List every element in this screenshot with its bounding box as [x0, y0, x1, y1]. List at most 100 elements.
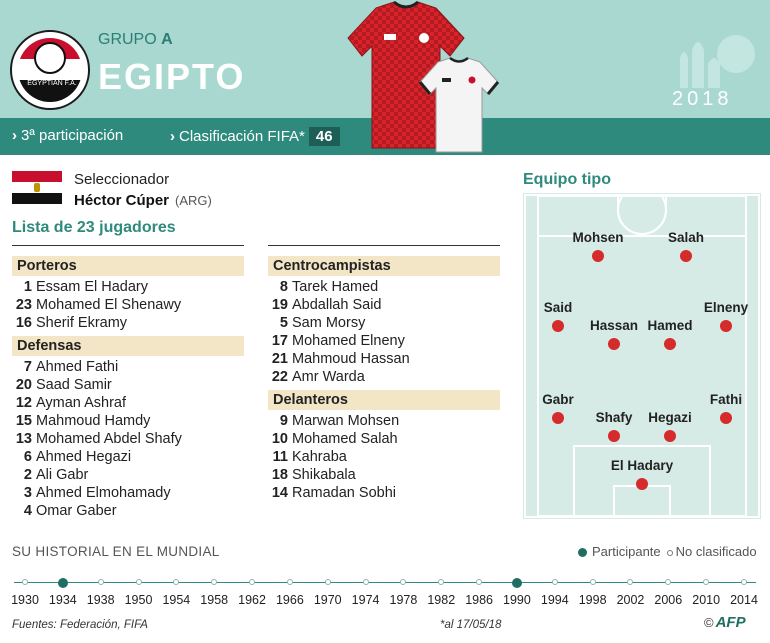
- timeline-year-label: 2006: [654, 593, 683, 607]
- player-number: 23: [15, 297, 32, 313]
- player-number: 13: [15, 431, 32, 447]
- timeline-year-label: 1950: [124, 593, 153, 607]
- pitch-player-name: Shafy: [595, 410, 633, 425]
- player-marker-dot: [552, 320, 564, 332]
- participation-marker: [511, 578, 522, 588]
- player-number: 15: [15, 413, 32, 429]
- pitch-player-name: Said: [543, 300, 573, 315]
- timeline-year-label: 1966: [275, 593, 304, 607]
- not-qualified-marker: [249, 579, 256, 585]
- player-name: Shikabala: [292, 467, 356, 483]
- player-name: Omar Gaber: [36, 503, 117, 519]
- not-qualified-marker: [589, 579, 596, 585]
- player-name: Mohamed El Shenawy: [36, 297, 182, 313]
- player-marker-dot: [720, 320, 732, 332]
- player-marker-dot: [720, 412, 732, 424]
- away-shirt-icon: [418, 56, 500, 153]
- timeline-axis: [14, 582, 756, 583]
- not-qualified-marker: [362, 579, 369, 585]
- not-qualified-marker: [476, 579, 483, 585]
- player-marker-dot: [592, 250, 604, 262]
- chevron-right-icon: ›: [12, 127, 17, 144]
- pitch-player-name: Mohsen: [572, 230, 624, 245]
- player-name: Amr Warda: [292, 369, 365, 385]
- pitch-player: Hassan: [564, 318, 664, 350]
- timeline-year-label: 1982: [427, 593, 456, 607]
- player-row: 22 Amr Warda: [268, 368, 500, 386]
- player-row: 5 Sam Morsy: [268, 314, 500, 332]
- player-number: 17: [271, 333, 288, 349]
- player-marker-dot: [636, 478, 648, 490]
- pitch-player: Hamed: [620, 318, 720, 350]
- pitch-player: Salah: [636, 230, 736, 262]
- pitch-player: El Hadary: [592, 458, 692, 490]
- player-row: 23 Mohamed El Shenawy: [12, 296, 244, 314]
- player-number: 6: [23, 449, 32, 465]
- history-legend: Participante No clasificado: [578, 544, 757, 559]
- not-qualified-marker: [211, 579, 218, 585]
- player-number: 12: [15, 395, 32, 411]
- history-title: SU HISTORIAL EN EL MUNDIAL: [12, 544, 220, 559]
- timeline-year-label: 2014: [730, 593, 758, 607]
- fifa-rank-badge: 46: [308, 127, 340, 146]
- chevron-right-icon: ›: [170, 128, 175, 145]
- participation-marker: [57, 578, 68, 588]
- player-row: 9 Marwan Mohsen: [268, 412, 500, 430]
- player-number: 4: [23, 503, 32, 519]
- squad-column-right: Centrocampistas 8 Tarek Hamed 19 Abdallah Sa…: [268, 256, 500, 506]
- coach-label: Seleccionador: [74, 171, 170, 188]
- legend-not-qualified-dot: [666, 549, 673, 556]
- pitch-player-name: Fathi: [709, 392, 743, 407]
- player-number: 1: [23, 279, 32, 295]
- not-qualified-marker: [665, 579, 672, 585]
- timeline-year-label: 1930: [11, 593, 39, 607]
- player-row: 16 Sherif Ekramy: [12, 314, 244, 332]
- pitch-player-name: Hassan: [589, 318, 639, 333]
- player-name: Essam El Hadary: [36, 279, 149, 295]
- player-number: 7: [23, 359, 32, 375]
- timeline-year-label: 2010: [692, 593, 721, 607]
- player-name: Mohamed Salah: [292, 431, 398, 447]
- afp-logo: © AFP: [704, 614, 746, 631]
- participation-info: › 3ª participación: [12, 127, 124, 144]
- player-number: 10: [271, 431, 288, 447]
- pitch-player: Shafy: [564, 410, 664, 442]
- player-name: Mohamed Abdel Shafy: [36, 431, 182, 447]
- player-row: 11 Kahraba: [268, 448, 500, 466]
- player-row: 17 Mohamed Elneny: [268, 332, 500, 350]
- player-row: 19 Abdallah Said: [268, 296, 500, 314]
- player-number: 11: [272, 449, 288, 465]
- player-number: 5: [279, 315, 288, 331]
- timeline-year-label: 1970: [313, 593, 342, 607]
- not-qualified-marker: [22, 579, 28, 585]
- player-number: 21: [271, 351, 288, 367]
- timeline-year-label: 1962: [238, 593, 266, 607]
- timeline-year-label: 1990: [503, 593, 531, 607]
- player-number: 19: [271, 297, 288, 313]
- player-row: 13 Mohamed Abdel Shafy: [12, 430, 244, 448]
- player-number: 3: [23, 485, 32, 501]
- player-number: 16: [15, 315, 32, 331]
- legend-participant-dot: [578, 548, 587, 558]
- pitch-player: Said: [508, 300, 608, 332]
- player-name: Ali Gabr: [36, 467, 89, 483]
- player-row: 12 Ayman Ashraf: [12, 394, 244, 412]
- not-qualified-marker: [703, 579, 710, 585]
- player-row: 7 Ahmed Fathi: [12, 358, 244, 376]
- player-number: 9: [279, 413, 288, 429]
- player-marker-dot: [608, 338, 620, 350]
- divider: [12, 245, 244, 246]
- not-qualified-marker: [551, 579, 558, 585]
- timeline-year-label: 1938: [86, 593, 115, 607]
- player-row: 18 Shikabala: [268, 466, 500, 484]
- player-row: 21 Mahmoud Hassan: [268, 350, 500, 368]
- player-name: Saad Samir: [36, 377, 112, 393]
- pitch-player-name: Gabr: [542, 392, 574, 407]
- player-row: 14 Ramadan Sobhi: [268, 484, 500, 502]
- player-number: 18: [271, 467, 288, 483]
- fifa-ranking-info: › Clasificación FIFA* 46: [170, 127, 340, 146]
- player-name: Ramadan Sobhi: [292, 485, 396, 501]
- player-name: Mahmoud Hassan: [292, 351, 410, 367]
- position-header: Centrocampistas: [268, 256, 500, 276]
- player-row: 1 Essam El Hadary: [12, 278, 244, 296]
